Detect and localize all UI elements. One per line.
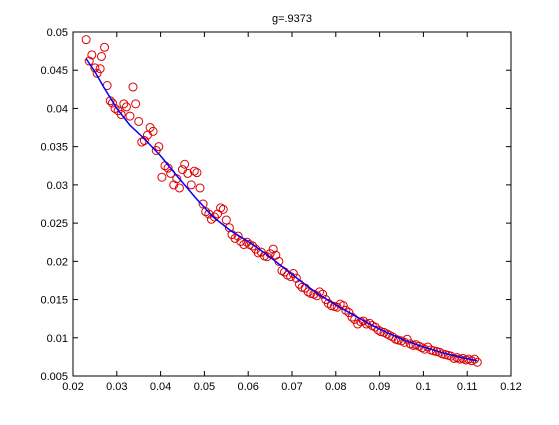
data-point (189, 166, 199, 176)
data-point (192, 168, 202, 178)
y-tick-label: 0.025 (40, 218, 68, 230)
data-point (358, 316, 368, 326)
data-point (137, 137, 147, 147)
data-point (195, 183, 205, 193)
x-tick-label: 0.06 (237, 381, 258, 393)
data-point (131, 99, 141, 109)
x-tick-label: 0.07 (281, 381, 302, 393)
x-tick-label: 0.1 (416, 381, 431, 393)
x-tick-label: 0.02 (62, 381, 83, 393)
y-tick-label: 0.005 (40, 371, 68, 383)
data-point (174, 183, 184, 193)
data-point (119, 99, 129, 109)
y-tick-label: 0.03 (47, 180, 68, 192)
data-point (183, 168, 193, 178)
data-point (233, 231, 243, 241)
data-point (303, 287, 313, 297)
fit-line (85, 58, 478, 362)
data-point (209, 212, 219, 222)
x-tick-label: 0.09 (369, 381, 390, 393)
y-tick-label: 0.015 (40, 295, 68, 307)
data-point (204, 209, 214, 219)
data-point (81, 35, 91, 45)
data-point (148, 126, 158, 136)
ticks-group: 0.02 0.03 0.04 0.05 0.06 0.07 0.08 0.09 0.1 0.11 0… (40, 27, 521, 393)
data-point (218, 204, 228, 214)
x-tick-label: 0.04 (150, 381, 171, 393)
y-tick-label: 0.05 (47, 27, 68, 39)
data-point (230, 233, 240, 243)
x-tick-label: 0.08 (325, 381, 346, 393)
data-point (180, 159, 190, 169)
data-point (107, 98, 117, 108)
data-point (221, 215, 231, 225)
data-point (154, 142, 164, 152)
data-point (344, 308, 354, 318)
data-point (92, 68, 102, 78)
data-point (139, 136, 149, 146)
data-point (186, 180, 196, 190)
data-point (472, 357, 482, 367)
data-point (84, 56, 94, 66)
data-point (353, 319, 363, 329)
data-point (87, 50, 97, 60)
x-tick-label: 0.12 (500, 381, 521, 393)
data-point (96, 51, 106, 61)
data-point (128, 82, 138, 92)
data-point (100, 42, 110, 52)
data-point (201, 207, 211, 217)
data-point (341, 305, 351, 315)
data-point (125, 111, 135, 121)
y-tick-label: 0.02 (47, 256, 68, 268)
data-point (95, 64, 105, 74)
data-point (248, 241, 258, 251)
y-tick-label: 0.045 (40, 65, 68, 77)
chart-title: g=.9373 (272, 13, 312, 25)
fit-line-group (85, 58, 478, 362)
data-point (121, 102, 131, 112)
data-point (216, 203, 226, 213)
data-point (370, 322, 380, 332)
data-point (268, 244, 278, 254)
x-tick-label: 0.11 (457, 381, 478, 393)
data-point (288, 269, 298, 279)
data-point (262, 252, 272, 262)
x-tick-label: 0.05 (194, 381, 215, 393)
data-point (157, 172, 167, 182)
x-tick-label: 0.03 (106, 381, 127, 393)
data-point (134, 116, 144, 126)
data-point (239, 240, 249, 250)
data-point (116, 110, 126, 120)
y-tick-label: 0.035 (40, 142, 68, 154)
y-tick-label: 0.04 (47, 103, 68, 115)
y-tick-label: 0.01 (47, 333, 68, 345)
